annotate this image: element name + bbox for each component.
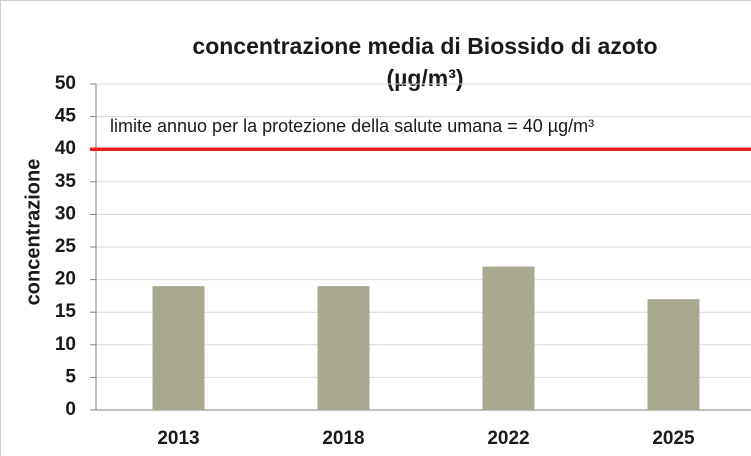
- bar: [647, 299, 700, 410]
- y-tick-label: 10: [55, 334, 76, 355]
- y-axis-label: concentrazione: [22, 159, 44, 306]
- y-tick-label: 0: [65, 399, 76, 420]
- y-tick-label: 35: [55, 171, 77, 192]
- y-tick-label: 45: [55, 106, 77, 127]
- threshold-label: limite annuo per la protezione della sal…: [110, 116, 594, 136]
- y-tick-label: 30: [55, 203, 76, 224]
- y-tick-label: 25: [55, 236, 77, 257]
- y-tick-label: 20: [55, 269, 76, 290]
- bar: [317, 286, 370, 410]
- x-tick-label: 2018: [322, 428, 364, 449]
- x-tick-label: 2025: [652, 428, 695, 449]
- bar: [152, 286, 205, 410]
- bar: [482, 266, 535, 410]
- x-tick-label: 2022: [487, 428, 529, 449]
- y-tick-label: 50: [55, 73, 76, 94]
- y-tick-label: 40: [55, 138, 76, 159]
- y-tick-label: 15: [55, 301, 77, 322]
- chart-title: concentrazione media di Biossido di azot…: [192, 33, 657, 59]
- x-tick-label: 2013: [157, 428, 199, 449]
- chart-title-unit: (µg/m³): [386, 65, 463, 91]
- y-tick-label: 5: [65, 366, 76, 387]
